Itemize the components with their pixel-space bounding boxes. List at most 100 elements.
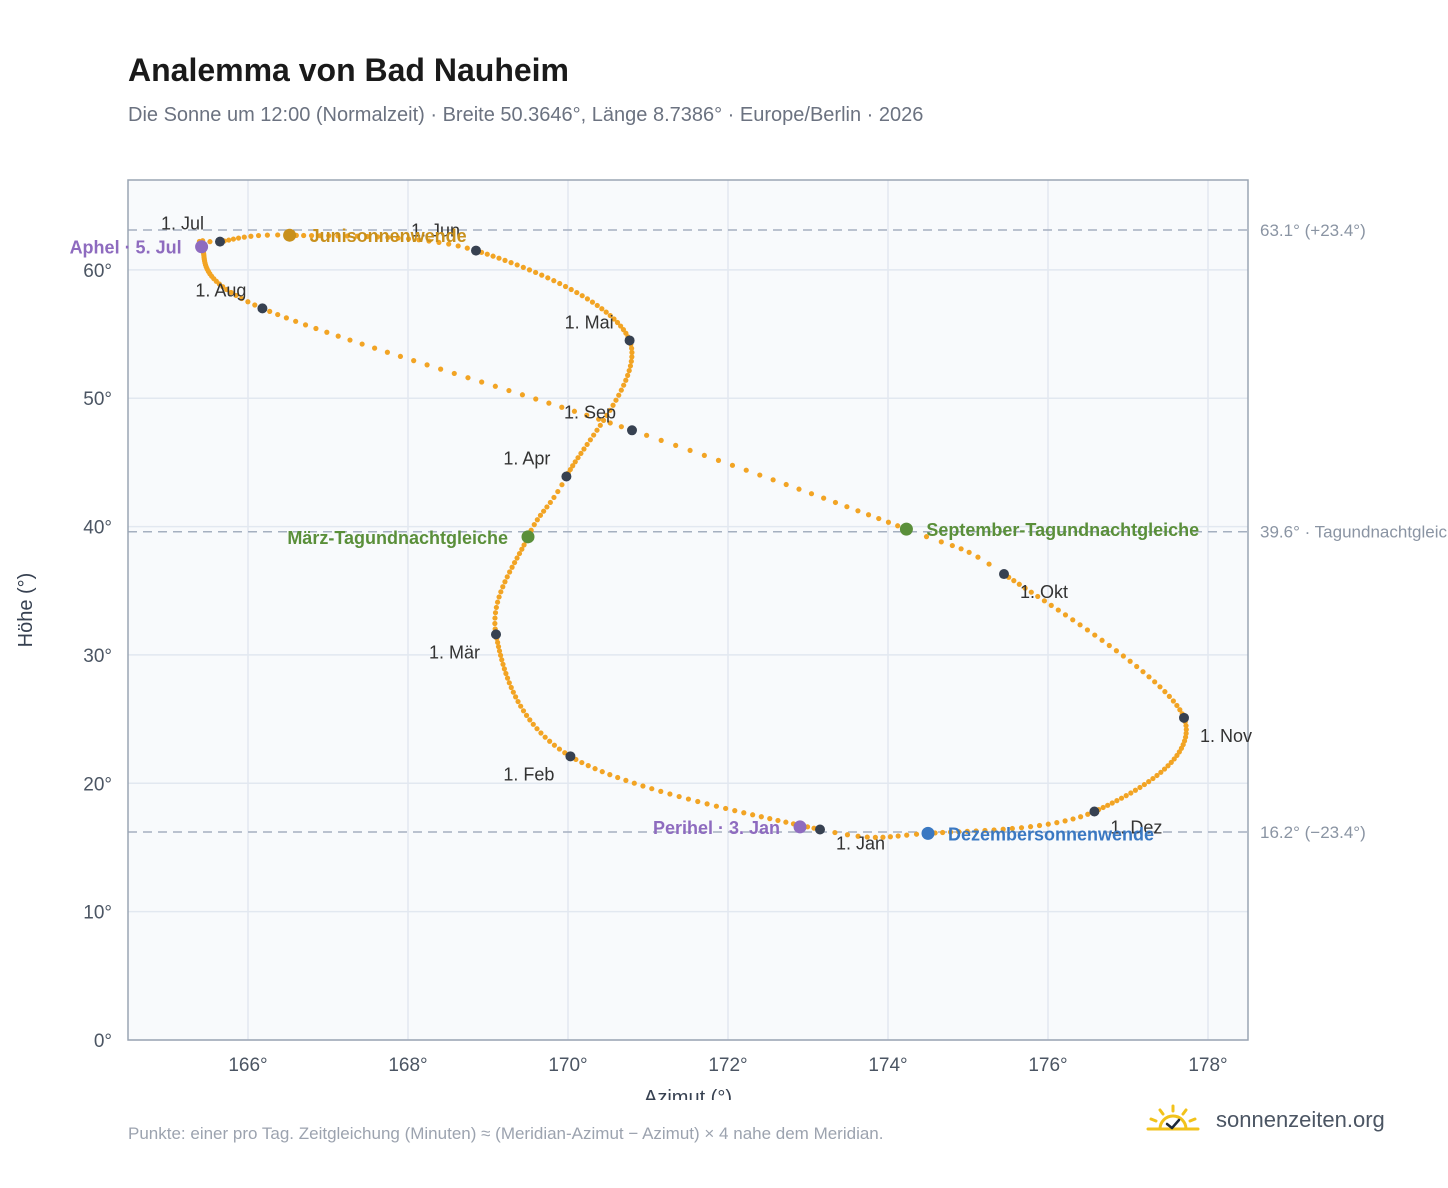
day-point <box>570 463 576 469</box>
day-point <box>492 610 499 616</box>
day-point <box>783 481 789 488</box>
day-point <box>958 546 964 552</box>
day-point <box>1105 802 1111 808</box>
day-point <box>855 508 861 514</box>
day-point <box>241 234 247 240</box>
y-tick-label: 60° <box>83 261 112 282</box>
day-point <box>607 420 613 426</box>
day-point <box>1170 698 1176 704</box>
day-point <box>597 422 603 428</box>
day-point <box>1000 826 1006 832</box>
day-point <box>520 264 526 270</box>
month-label: 1. Jul <box>161 214 204 234</box>
day-point <box>557 280 563 287</box>
day-point <box>895 833 901 839</box>
day-point <box>695 798 701 805</box>
day-point <box>741 810 747 816</box>
day-point <box>627 363 634 369</box>
day-point <box>832 829 838 836</box>
day-point <box>207 239 213 245</box>
day-point <box>508 684 514 691</box>
y-tick-label: 40° <box>83 518 112 539</box>
day-point <box>1106 642 1112 649</box>
month-marker <box>624 335 635 346</box>
day-point <box>446 241 452 247</box>
day-point <box>607 772 613 778</box>
day-point <box>230 236 237 242</box>
day-point <box>1009 825 1015 832</box>
day-point <box>1158 769 1164 775</box>
day-point <box>616 392 622 398</box>
day-point <box>611 316 617 322</box>
month-label: 1. Aug <box>195 280 246 300</box>
plot-area <box>128 180 1248 1040</box>
day-point <box>658 437 664 443</box>
day-point <box>226 237 232 243</box>
day-point <box>518 703 524 709</box>
day-point <box>864 834 870 840</box>
day-point <box>895 523 901 529</box>
day-point <box>1036 822 1043 829</box>
month-marker <box>565 751 576 762</box>
day-point <box>502 257 508 263</box>
day-point <box>510 689 516 695</box>
day-point <box>775 817 781 824</box>
day-point <box>956 829 962 835</box>
day-point <box>940 829 946 836</box>
day-point <box>808 491 815 497</box>
day-point <box>233 292 239 299</box>
day-point <box>584 441 590 448</box>
day-point <box>567 466 573 473</box>
x-tick-label: 176° <box>1028 1055 1067 1076</box>
day-point <box>1113 648 1120 654</box>
day-point <box>500 584 506 590</box>
event-label: Junisonnenwende <box>310 226 467 246</box>
day-point <box>599 769 605 775</box>
month-label: 1. Mär <box>429 642 480 662</box>
day-point <box>416 237 422 243</box>
day-point <box>832 499 839 506</box>
day-point <box>395 235 401 241</box>
day-point <box>584 296 591 302</box>
day-point <box>317 233 323 239</box>
x-tick-label: 174° <box>868 1055 907 1076</box>
day-point <box>551 278 557 284</box>
day-point <box>506 387 512 394</box>
day-point <box>1118 795 1125 801</box>
day-point <box>496 648 503 654</box>
day-point <box>1041 598 1047 604</box>
event-marker <box>793 820 807 834</box>
day-point <box>623 777 629 783</box>
day-point <box>964 828 970 834</box>
analemma-path <box>196 232 1189 840</box>
day-point <box>594 427 600 433</box>
day-point <box>757 472 763 478</box>
y-tick-label: 20° <box>83 774 112 795</box>
day-point <box>335 333 341 339</box>
day-point <box>516 550 523 557</box>
month-label: 1. Okt <box>1020 582 1068 602</box>
day-point <box>568 286 574 293</box>
day-point <box>515 698 521 705</box>
month-marker <box>1089 806 1100 817</box>
day-point <box>1171 756 1177 762</box>
day-point <box>479 379 485 385</box>
day-point <box>411 358 417 364</box>
day-point <box>500 661 506 667</box>
day-point <box>539 272 545 278</box>
day-point <box>275 232 281 238</box>
event-marker <box>283 228 297 242</box>
day-point <box>973 828 979 834</box>
day-point <box>723 805 729 812</box>
day-point <box>618 387 624 393</box>
day-point <box>347 337 353 343</box>
month-marker <box>215 236 225 247</box>
reference-line-label: 16.2° (−23.4°) <box>1260 823 1366 842</box>
day-point <box>581 446 587 452</box>
day-point <box>1084 627 1091 633</box>
day-point <box>526 267 533 273</box>
brand-logo[interactable]: sonnenzeiten.org <box>1146 1104 1385 1136</box>
x-tick-label: 168° <box>388 1055 427 1076</box>
analemma-chart: 63.1° (+23.4°) 39.6° · Tagundnachtgleiche… <box>15 179 1448 1100</box>
day-point <box>514 555 520 561</box>
